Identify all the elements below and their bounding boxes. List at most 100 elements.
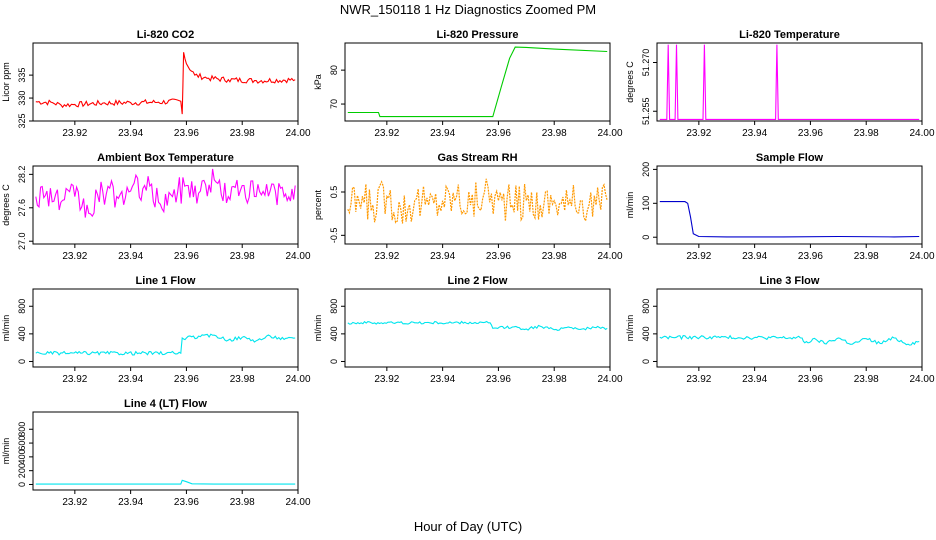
x-tick-label: 23.92 bbox=[62, 128, 87, 139]
x-tick-label: 24.00 bbox=[285, 128, 310, 139]
x-tick-label: 23.94 bbox=[742, 128, 767, 139]
y-tick-label: -0.5 bbox=[329, 228, 339, 244]
x-tick-label: 23.98 bbox=[230, 128, 255, 139]
panel-line4: Line 4 (LT) Flow ml/min 23.92 23.94 23.96 23.… bbox=[1, 398, 311, 508]
panel-title: Li-820 Temperature bbox=[739, 29, 840, 41]
y-axis-label: degrees C bbox=[1, 184, 11, 226]
x-tick-label: 23.94 bbox=[742, 251, 767, 262]
panel-temp: Li-820 Temperature degrees C 23.92 23.94 23.… bbox=[625, 29, 935, 139]
series-line-sample bbox=[659, 201, 920, 238]
panel-title: Li-820 Pressure bbox=[437, 29, 519, 41]
x-tick-label: 23.98 bbox=[230, 497, 255, 508]
x-tick-label: 23.94 bbox=[118, 251, 143, 262]
x-tick-label: 23.92 bbox=[374, 251, 399, 262]
y-tick-label: 325 bbox=[17, 113, 27, 128]
panel-title: Line 3 Flow bbox=[760, 275, 820, 287]
y-tick-label: 70 bbox=[329, 99, 339, 109]
panel-title: Gas Stream RH bbox=[437, 152, 517, 164]
y-tick-label: 800 bbox=[17, 422, 27, 437]
x-tick-label: 24.00 bbox=[597, 251, 622, 262]
x-tick-label: 23.94 bbox=[742, 374, 767, 385]
figure-title: NWR_150118 1 Hz Diagnostics Zoomed PM bbox=[340, 2, 596, 17]
x-tick-label: 23.92 bbox=[686, 374, 711, 385]
y-axis-label: ml/min bbox=[313, 315, 323, 342]
y-tick-label: 0 bbox=[641, 359, 651, 364]
panel-title: Line 2 Flow bbox=[448, 275, 508, 287]
y-axis-label: Licor ppm bbox=[1, 62, 11, 102]
y-tick-label: 800 bbox=[641, 299, 651, 314]
series-line-line1 bbox=[35, 333, 296, 356]
x-tick-label: 23.94 bbox=[118, 128, 143, 139]
plot-frame bbox=[344, 42, 611, 122]
x-tick-label: 23.94 bbox=[430, 128, 455, 139]
y-tick-label: 200 bbox=[641, 162, 651, 177]
x-tick-label: 23.92 bbox=[62, 374, 87, 385]
series-line-rh bbox=[347, 178, 608, 224]
y-tick-label: 27.6 bbox=[17, 199, 27, 217]
y-tick-label: 330 bbox=[17, 91, 27, 106]
x-tick-label: 24.00 bbox=[909, 128, 934, 139]
y-tick-label: 600 bbox=[17, 436, 27, 451]
x-tick-label: 23.98 bbox=[230, 374, 255, 385]
panel-co2: Li-820 CO2 Licor ppm 23.92 23.94 23.96 23.98 2… bbox=[1, 29, 311, 139]
figure-xlabel: Hour of Day (UTC) bbox=[414, 519, 522, 534]
x-tick-label: 24.00 bbox=[285, 374, 310, 385]
y-axis-label: ml/min bbox=[625, 315, 635, 342]
plot-frame bbox=[32, 42, 299, 122]
x-tick-label: 23.96 bbox=[486, 128, 511, 139]
x-tick-label: 24.00 bbox=[909, 374, 934, 385]
x-tick-label: 23.92 bbox=[62, 497, 87, 508]
panel-sample: Sample Flow ml/min 23.92 23.94 23.96 23.98 24.… bbox=[625, 152, 935, 262]
x-tick-label: 23.98 bbox=[854, 374, 879, 385]
x-tick-label: 23.96 bbox=[798, 128, 823, 139]
series-line-co2 bbox=[35, 52, 296, 115]
y-tick-label: 28.2 bbox=[17, 166, 27, 184]
x-tick-label: 23.92 bbox=[686, 251, 711, 262]
y-tick-label: 200 bbox=[17, 463, 27, 478]
series-line-line4 bbox=[35, 479, 296, 485]
x-tick-label: 23.92 bbox=[374, 374, 399, 385]
x-tick-label: 24.00 bbox=[909, 251, 934, 262]
y-axis-label: percent bbox=[313, 189, 323, 220]
plot-frame bbox=[32, 288, 299, 368]
y-axis-label: ml/min bbox=[625, 192, 635, 219]
plot-frame bbox=[344, 288, 611, 368]
x-tick-label: 23.96 bbox=[174, 497, 199, 508]
panel-line1: Line 1 Flow ml/min 23.92 23.94 23.96 23.98 24.… bbox=[1, 275, 311, 385]
x-tick-label: 24.00 bbox=[285, 251, 310, 262]
x-tick-label: 23.96 bbox=[798, 374, 823, 385]
panel-title: Sample Flow bbox=[756, 152, 824, 164]
y-tick-label: 800 bbox=[17, 299, 27, 314]
y-tick-label: 400 bbox=[17, 326, 27, 341]
y-tick-label: 335 bbox=[17, 68, 27, 83]
panel-title: Ambient Box Temperature bbox=[97, 152, 234, 164]
x-tick-label: 24.00 bbox=[597, 128, 622, 139]
x-tick-label: 24.00 bbox=[285, 497, 310, 508]
plot-frame bbox=[656, 42, 923, 122]
x-tick-label: 23.94 bbox=[118, 374, 143, 385]
y-tick-label: 400 bbox=[641, 326, 651, 341]
y-tick-label: 0.5 bbox=[329, 186, 339, 199]
x-tick-label: 23.98 bbox=[854, 251, 879, 262]
y-tick-label: 800 bbox=[329, 299, 339, 314]
panel-title: Line 1 Flow bbox=[136, 275, 196, 287]
x-tick-label: 23.94 bbox=[118, 497, 143, 508]
x-tick-label: 23.96 bbox=[174, 374, 199, 385]
y-tick-label: 0 bbox=[329, 359, 339, 364]
series-line-temp bbox=[659, 44, 920, 120]
panel-title: Line 4 (LT) Flow bbox=[124, 398, 207, 410]
y-axis-label: ml/min bbox=[1, 315, 11, 342]
plot-frame bbox=[344, 165, 611, 245]
x-tick-label: 23.98 bbox=[230, 251, 255, 262]
y-tick-label: 400 bbox=[329, 326, 339, 341]
x-tick-label: 24.00 bbox=[597, 374, 622, 385]
y-tick-label: 0 bbox=[17, 359, 27, 364]
series-line-ambient bbox=[35, 168, 296, 218]
x-tick-label: 23.96 bbox=[174, 251, 199, 262]
series-line-line2 bbox=[347, 320, 608, 331]
plot-frame bbox=[656, 288, 923, 368]
y-tick-label: 0 bbox=[17, 482, 27, 487]
x-tick-label: 23.92 bbox=[686, 128, 711, 139]
y-tick-label: 0 bbox=[641, 235, 651, 240]
